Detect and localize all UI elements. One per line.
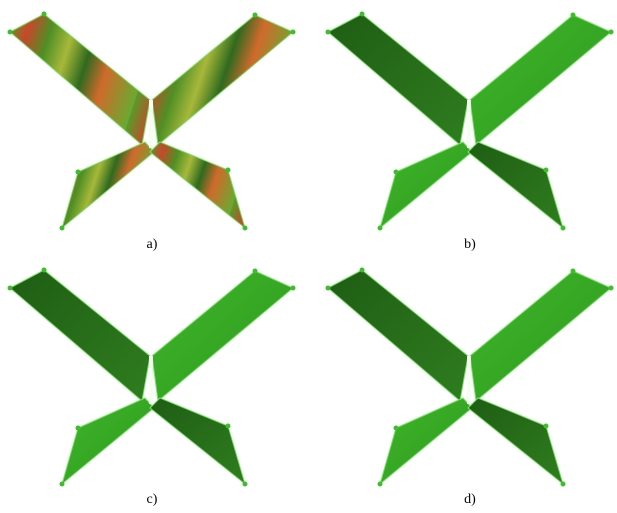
strip bbox=[62, 398, 154, 484]
vertex bbox=[60, 482, 65, 487]
vertex bbox=[378, 226, 383, 231]
vertex bbox=[60, 226, 65, 231]
panel-label: d) bbox=[464, 492, 476, 507]
gap bbox=[467, 100, 471, 148]
vertex bbox=[609, 30, 614, 35]
strip bbox=[468, 398, 563, 484]
vertex bbox=[76, 426, 81, 431]
strip bbox=[380, 398, 472, 484]
vertex bbox=[378, 482, 383, 487]
panel-label: b) bbox=[464, 237, 476, 252]
vertex bbox=[544, 168, 549, 173]
vertex bbox=[243, 482, 248, 487]
vertex bbox=[609, 286, 614, 291]
gap bbox=[149, 356, 153, 404]
gap bbox=[149, 100, 153, 148]
vertex bbox=[42, 12, 47, 17]
vertex bbox=[360, 12, 365, 17]
strip bbox=[150, 398, 245, 484]
strip bbox=[470, 271, 611, 401]
vertex bbox=[42, 268, 47, 273]
strip bbox=[10, 270, 150, 401]
render bbox=[8, 268, 296, 487]
vertex bbox=[226, 168, 231, 173]
vertex bbox=[291, 286, 296, 291]
vertex bbox=[76, 170, 81, 175]
panel-label: a) bbox=[147, 237, 158, 252]
vertex bbox=[291, 30, 296, 35]
render bbox=[8, 12, 296, 231]
render bbox=[326, 268, 614, 487]
vertex bbox=[571, 269, 576, 274]
strip bbox=[328, 270, 468, 401]
figure: a) b) c) d) bbox=[0, 0, 617, 513]
strip bbox=[152, 15, 293, 145]
render bbox=[326, 12, 614, 231]
vertex bbox=[8, 286, 13, 291]
vertex bbox=[360, 268, 365, 273]
vertex bbox=[226, 424, 231, 429]
vertex bbox=[544, 424, 549, 429]
vertex bbox=[243, 226, 248, 231]
strip bbox=[150, 142, 245, 228]
vertex bbox=[561, 226, 566, 231]
vertex bbox=[394, 170, 399, 175]
strip bbox=[468, 142, 563, 228]
strip bbox=[10, 14, 150, 145]
vertex bbox=[571, 13, 576, 18]
vertex bbox=[253, 13, 258, 18]
vertex bbox=[8, 30, 13, 35]
strip bbox=[470, 15, 611, 145]
panel-label: c) bbox=[147, 492, 158, 507]
strip bbox=[328, 14, 468, 145]
gap bbox=[467, 356, 471, 404]
strip bbox=[62, 142, 154, 228]
strip bbox=[380, 142, 472, 228]
vertex bbox=[326, 30, 331, 35]
strip bbox=[152, 271, 293, 401]
vertex bbox=[561, 482, 566, 487]
vertex bbox=[394, 426, 399, 431]
vertex bbox=[326, 286, 331, 291]
panels bbox=[8, 12, 614, 487]
vertex bbox=[253, 269, 258, 274]
